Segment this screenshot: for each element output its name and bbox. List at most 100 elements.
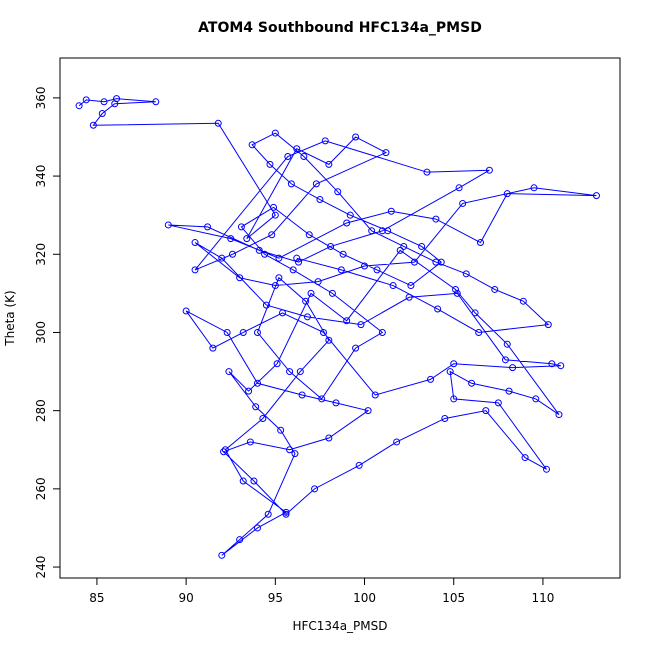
point	[221, 446, 229, 454]
point	[505, 387, 513, 395]
point	[307, 289, 315, 297]
point	[296, 368, 304, 376]
point	[501, 356, 509, 364]
point	[266, 160, 274, 168]
x-tick-label: 85	[89, 591, 104, 605]
point	[542, 465, 550, 473]
point	[253, 328, 261, 336]
point	[327, 242, 335, 250]
point	[355, 461, 363, 469]
point	[491, 285, 499, 293]
point	[286, 446, 294, 454]
point	[352, 344, 360, 352]
point	[278, 309, 286, 317]
point	[494, 399, 502, 407]
y-tick-label: 320	[34, 243, 48, 266]
point	[287, 180, 295, 188]
point	[509, 364, 517, 372]
point	[521, 454, 529, 462]
point	[334, 188, 342, 196]
point	[204, 223, 212, 231]
point	[357, 321, 365, 329]
point	[459, 199, 467, 207]
point	[407, 282, 415, 290]
point	[277, 426, 285, 434]
point	[325, 434, 333, 442]
point	[271, 282, 279, 290]
point	[393, 438, 401, 446]
point	[432, 258, 440, 266]
point	[218, 254, 226, 262]
point	[255, 246, 263, 254]
point	[248, 141, 256, 149]
point	[282, 510, 290, 518]
point	[400, 242, 408, 250]
point	[209, 344, 217, 352]
point	[239, 328, 247, 336]
point	[503, 190, 511, 198]
point	[100, 98, 108, 106]
point	[530, 184, 538, 192]
point	[368, 227, 376, 235]
point	[191, 239, 199, 247]
point	[218, 551, 226, 559]
point	[246, 438, 254, 446]
point	[423, 168, 431, 176]
point	[262, 301, 270, 309]
point	[450, 360, 458, 368]
point	[236, 274, 244, 282]
point	[270, 203, 278, 211]
point	[446, 368, 454, 376]
point	[378, 227, 386, 235]
point	[441, 414, 449, 422]
point	[405, 293, 413, 301]
point	[275, 254, 283, 262]
point	[75, 102, 83, 110]
point	[271, 211, 279, 219]
point	[382, 149, 390, 157]
point	[261, 250, 269, 258]
point	[453, 289, 461, 297]
point	[485, 166, 493, 174]
point	[321, 137, 329, 145]
x-axis-label: HFC134a_PMSD	[292, 619, 387, 633]
point	[312, 180, 320, 188]
series-line	[78, 98, 597, 556]
point	[548, 360, 556, 368]
point	[325, 336, 333, 344]
point	[418, 242, 426, 250]
y-tick-label: 360	[34, 86, 48, 109]
chart-title: ATOM4 Southbound HFC134a_PMSD	[198, 20, 482, 36]
point	[325, 160, 333, 168]
point	[471, 309, 479, 317]
point	[191, 266, 199, 274]
point	[592, 192, 600, 200]
point	[437, 258, 445, 266]
point	[314, 278, 322, 286]
point	[227, 235, 235, 243]
point	[182, 307, 190, 315]
point	[298, 391, 306, 399]
point	[387, 207, 395, 215]
point	[295, 258, 303, 266]
y-axis-label: Theta (K)	[3, 290, 17, 346]
point	[152, 98, 160, 106]
point	[311, 485, 319, 493]
x-tick-label: 100	[353, 591, 376, 605]
point	[293, 254, 301, 262]
x-tick-label: 95	[268, 591, 283, 605]
point	[293, 145, 301, 153]
point	[319, 328, 327, 336]
point	[343, 219, 351, 227]
point	[343, 317, 351, 325]
y-tick-label: 300	[34, 321, 48, 344]
point	[332, 399, 340, 407]
point	[214, 119, 222, 127]
point	[455, 184, 463, 192]
x-tick-label: 105	[442, 591, 465, 605]
point	[557, 362, 565, 370]
point	[475, 328, 483, 336]
y-tick-label: 280	[34, 399, 48, 422]
point	[237, 223, 245, 231]
